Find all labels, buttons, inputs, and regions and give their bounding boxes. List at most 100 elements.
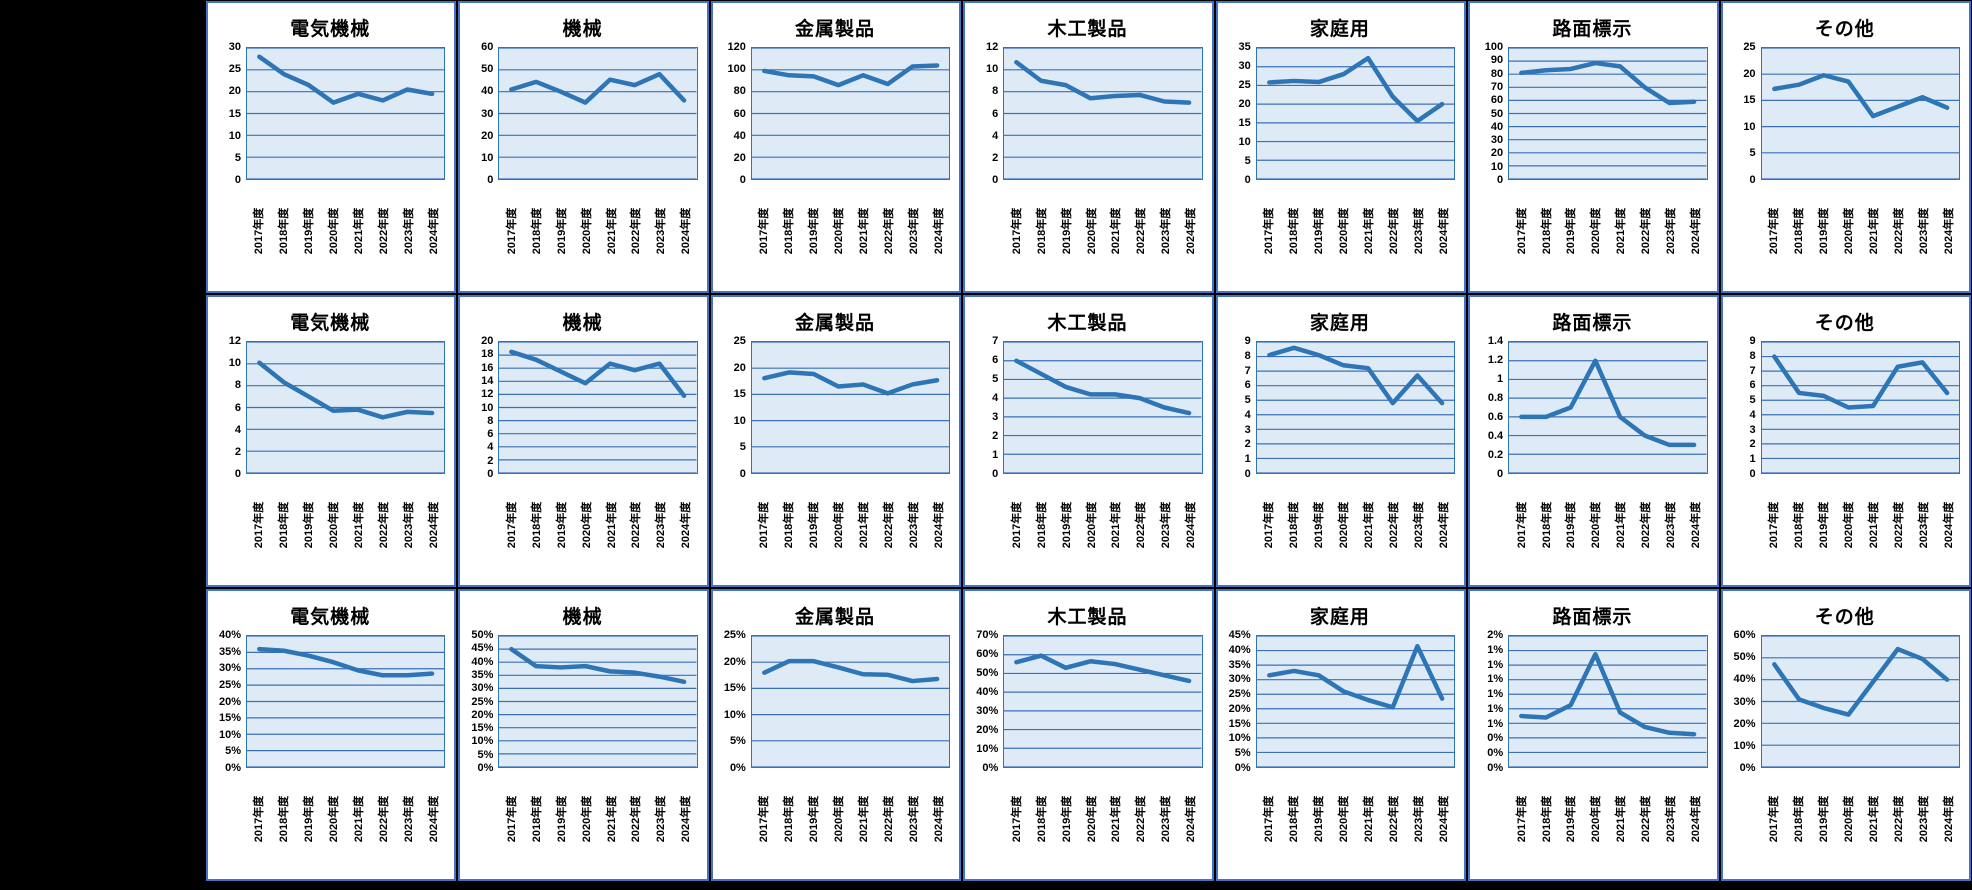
data-line-series[interactable] bbox=[259, 649, 432, 675]
data-line-series[interactable] bbox=[1521, 361, 1694, 445]
y-tick-label: 9 bbox=[1244, 335, 1251, 347]
x-tick-slot: 2022年度 bbox=[1128, 474, 1153, 583]
y-tick-label: 1% bbox=[1487, 702, 1504, 715]
y-tick-label: 0 bbox=[739, 174, 746, 186]
x-tick-slot: 2017年度 bbox=[1003, 180, 1028, 289]
data-line-series[interactable] bbox=[512, 649, 685, 682]
x-tick-label: 2022年度 bbox=[1892, 795, 1905, 843]
data-line-series[interactable] bbox=[1017, 656, 1190, 681]
y-tick-label: 0 bbox=[1749, 174, 1756, 186]
plot-wrap bbox=[1003, 47, 1203, 180]
data-line-series[interactable] bbox=[512, 352, 685, 396]
x-tick-label: 2020年度 bbox=[580, 795, 593, 843]
data-line-series[interactable] bbox=[259, 363, 432, 418]
y-tick-label: 0.8 bbox=[1487, 392, 1504, 404]
x-tick-label: 2017年度 bbox=[505, 795, 518, 843]
y-tick-label: 70 bbox=[1490, 80, 1504, 93]
x-tick-label: 2020年度 bbox=[1337, 795, 1350, 843]
x-tick-label: 2024年度 bbox=[1185, 501, 1198, 549]
x-tick-slot: 2023年度 bbox=[648, 474, 673, 583]
x-tick-label: 2017年度 bbox=[1515, 501, 1528, 549]
data-line-series[interactable] bbox=[512, 74, 685, 102]
data-line-series[interactable] bbox=[1774, 649, 1947, 715]
chart-title: その他 bbox=[1814, 19, 1875, 40]
x-tick-slot: 2019年度 bbox=[1558, 768, 1583, 877]
y-tick-label: 1% bbox=[1487, 643, 1504, 656]
data-line-series[interactable] bbox=[1774, 357, 1947, 408]
chart-cell-r2c2[interactable]: 機械 20 18 16 14 12 10 8 6 4 2 0 2017年度 2018年度 2019年度 2… bbox=[458, 295, 709, 587]
x-tick-label: 2020年度 bbox=[1842, 501, 1855, 549]
y-tick-label: 20% bbox=[976, 724, 999, 736]
chart-cell-r3c4[interactable]: 木工製品 70% 60% 50% 40% 30% 20% 10% 0% 2017年度 2018年… bbox=[963, 589, 1214, 881]
plot-wrap bbox=[1255, 635, 1456, 768]
chart-cell-r1c7[interactable]: その他 25 20 15 10 5 0 2017年度 2018年度 2019年度 2020年度 2… bbox=[1720, 1, 1971, 293]
y-tick-label: 16 bbox=[481, 361, 494, 374]
y-tick-label: 25 bbox=[228, 63, 241, 76]
chart-cell-r2c6[interactable]: 路面標示 1.4 1.2 1 0.8 0.6 0.4 0.2 0 2017年度 2018年度 20… bbox=[1468, 295, 1719, 587]
x-tick-slot: 2018年度 bbox=[1281, 768, 1306, 877]
y-tick-label: 6 bbox=[992, 354, 999, 366]
data-line-series[interactable] bbox=[1269, 58, 1442, 121]
data-line-series[interactable] bbox=[1017, 361, 1190, 413]
x-axis-tick-labels: 2017年度 2018年度 2019年度 2020年度 2021年度 2022年度 2023… bbox=[1003, 180, 1202, 289]
chart-cell-r3c2[interactable]: 機械 50% 45% 40% 35% 30% 25% 20% 15% 10% 5% 0% 2017年… bbox=[458, 589, 709, 881]
x-tick-slot: 2023年度 bbox=[648, 768, 673, 877]
chart-cell-r3c3[interactable]: 金属製品 25% 20% 15% 10% 5% 0% 2017年度 2018年度 2019年度… bbox=[710, 589, 962, 881]
y-tick-label: 12 bbox=[228, 335, 241, 347]
y-tick-label: 15 bbox=[1743, 94, 1756, 107]
y-tick-label: 0% bbox=[1487, 762, 1504, 774]
chart-cell-r3c6[interactable]: 路面標示 2% 1% 1% 1% 1% 1% 1% 0% 0% 0% 2017年度 2018年度 20… bbox=[1468, 589, 1719, 881]
data-line-series[interactable] bbox=[764, 65, 937, 85]
x-tick-slot: 2023年度 bbox=[1910, 474, 1935, 583]
plot-area bbox=[498, 47, 698, 180]
chart-cell-r2c3[interactable]: 金属製品 25 20 15 10 5 0 2017年度 2018年度 2019年度 2020年度… bbox=[710, 295, 962, 587]
chart-cell-r3c5[interactable]: 家庭用 45% 40% 35% 30% 25% 20% 15% 10% 5% 0% 2017年度 2… bbox=[1215, 589, 1467, 881]
x-tick-label: 2022年度 bbox=[378, 207, 391, 255]
data-line-series[interactable] bbox=[1269, 646, 1442, 707]
data-line-series[interactable] bbox=[1269, 348, 1442, 403]
x-tick-label: 2022年度 bbox=[630, 501, 643, 549]
y-tick-label: 10 bbox=[1238, 136, 1251, 148]
x-tick-slot: 2021年度 bbox=[1608, 768, 1633, 877]
x-axis-tick-labels: 2017年度 2018年度 2019年度 2020年度 2021年度 2022年度 2023… bbox=[1003, 768, 1202, 877]
chart-cell-r1c4[interactable]: 木工製品 12 10 8 6 4 2 0 2017年度 2018年度 2019年度 2020年度 2… bbox=[963, 1, 1214, 293]
x-tick-label: 2017年度 bbox=[1010, 501, 1023, 549]
data-line-series[interactable] bbox=[1017, 62, 1190, 102]
x-tick-slot: 2020年度 bbox=[1078, 474, 1103, 583]
x-tick-label: 2024年度 bbox=[1437, 795, 1450, 843]
x-tick-slot: 2023年度 bbox=[1405, 474, 1430, 583]
chart-cell-r1c6[interactable]: 路面標示 100 90 80 70 60 50 40 30 20 10 0 2017年度 2018年度… bbox=[1468, 1, 1719, 293]
data-line-series[interactable] bbox=[1774, 75, 1947, 116]
y-tick-label: 0.2 bbox=[1487, 449, 1504, 461]
y-tick-label: 3 bbox=[992, 411, 999, 423]
chart-cell-r1c3[interactable]: 金属製品 120 100 80 60 40 20 0 2017年度 2018年度 2019年度 2… bbox=[710, 1, 962, 293]
chart-cell-r2c1[interactable]: 電気機械 12 10 8 6 4 2 0 2017年度 2018年度 2019年度 2020年度 2… bbox=[206, 295, 457, 587]
x-tick-slot: 2018年度 bbox=[776, 474, 801, 583]
data-line-series[interactable] bbox=[764, 372, 937, 393]
plot-row: 12 10 8 6 4 2 0 bbox=[967, 41, 1207, 186]
y-tick-label: 7 bbox=[1749, 364, 1756, 377]
y-tick-label: 10 bbox=[228, 357, 241, 370]
y-tick-label: 15% bbox=[723, 682, 746, 695]
data-line-series[interactable] bbox=[1521, 63, 1694, 103]
y-tick-label: 10 bbox=[1743, 120, 1756, 133]
chart-cell-r3c7[interactable]: その他 60% 50% 40% 30% 20% 10% 0% 2017年度 2018年度 201… bbox=[1720, 589, 1971, 881]
x-tick-label: 2023年度 bbox=[655, 795, 668, 843]
x-tick-slot: 2024年度 bbox=[1178, 474, 1203, 583]
chart-cell-r3c1[interactable]: 電気機械 40% 35% 30% 25% 20% 15% 10% 5% 0% 2017年度 201… bbox=[206, 589, 457, 881]
data-line-series[interactable] bbox=[764, 661, 937, 681]
data-line-series[interactable] bbox=[1521, 654, 1694, 734]
x-tick-slot: 2019年度 bbox=[548, 768, 573, 877]
plot-wrap bbox=[750, 47, 951, 180]
chart-cell-r1c5[interactable]: 家庭用 35 30 25 20 15 10 5 0 2017年度 2018年度 2019年度 202… bbox=[1215, 1, 1467, 293]
y-tick-label: 4 bbox=[487, 441, 494, 454]
chart-cell-r1c2[interactable]: 機械 60 50 40 30 20 10 0 2017年度 2018年度 2019年度 2020年… bbox=[458, 1, 709, 293]
data-line-series[interactable] bbox=[259, 57, 432, 103]
x-tick-slot: 2021年度 bbox=[1860, 474, 1885, 583]
chart-cell-r1c1[interactable]: 電気機械 30 25 20 15 10 5 0 2017年度 2018年度 2019年度 2020… bbox=[206, 1, 457, 293]
y-tick-label: 120 bbox=[727, 41, 746, 53]
